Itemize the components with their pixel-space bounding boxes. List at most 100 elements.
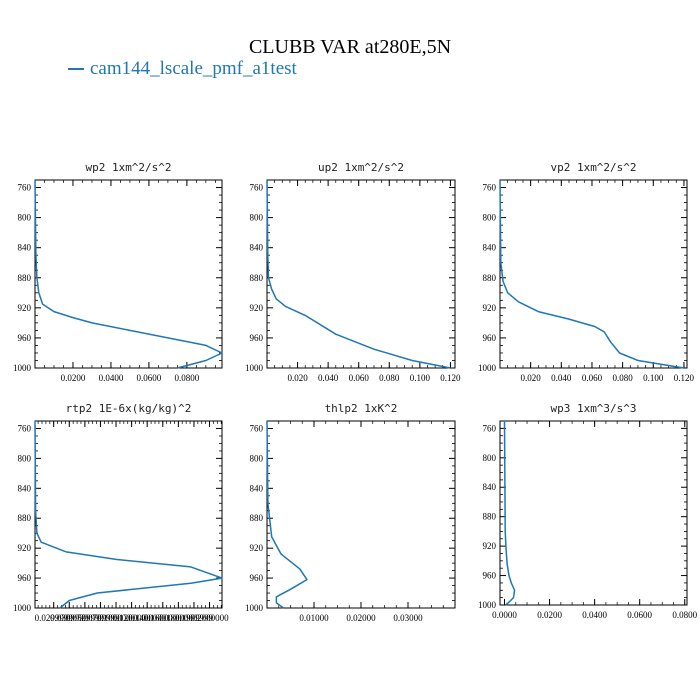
series-line bbox=[266, 420, 308, 609]
y-tick-label: 880 bbox=[250, 513, 264, 523]
subplot-title: thlp2 1xK^2 bbox=[325, 402, 398, 415]
x-tick-label: 0.020 bbox=[521, 373, 542, 383]
y-tick-label: 760 bbox=[18, 183, 32, 193]
y-tick-label: 1000 bbox=[13, 363, 32, 373]
y-tick-label: 800 bbox=[250, 213, 264, 223]
y-tick-label: 760 bbox=[250, 423, 264, 433]
y-tick-label: 920 bbox=[250, 543, 264, 553]
subplot-3: vp2 1xm^2/s^2 760 800 840 880 920 960 1000 0.020… bbox=[478, 161, 695, 383]
x-tick-label: 0.060 bbox=[582, 373, 603, 383]
y-tick-label: 960 bbox=[483, 571, 497, 581]
plot-frame bbox=[34, 420, 223, 609]
plot-frame bbox=[34, 179, 223, 369]
x-tick-label: 0.040 bbox=[551, 373, 572, 383]
x-tick-label: 0.0200 bbox=[61, 373, 86, 383]
subplot-title: up2 1xm^2/s^2 bbox=[318, 161, 404, 174]
y-tick-label: 880 bbox=[483, 273, 497, 283]
y-tick-label: 800 bbox=[250, 453, 264, 463]
x-tick-label: 0.120 bbox=[674, 373, 695, 383]
y-tick-label: 840 bbox=[18, 483, 32, 493]
y-tick-label: 840 bbox=[250, 243, 264, 253]
y-tick-label: 840 bbox=[18, 243, 32, 253]
x-tick-label: 0.0600 bbox=[137, 373, 162, 383]
y-tick-label: 800 bbox=[18, 213, 32, 223]
y-tick-label: 960 bbox=[250, 333, 264, 343]
y-tick-label: 960 bbox=[18, 333, 32, 343]
series-line bbox=[34, 420, 223, 609]
x-tick-label: 0.100 bbox=[410, 373, 431, 383]
plot-frame bbox=[499, 420, 688, 606]
x-tick-label: 0.1600000 bbox=[144, 613, 183, 623]
y-tick-label: 800 bbox=[18, 453, 32, 463]
x-tick-label: 0.100 bbox=[643, 373, 664, 383]
y-tick-label: 960 bbox=[483, 333, 497, 343]
x-tick-label: 0.0399999 bbox=[50, 613, 89, 623]
y-tick-label: 880 bbox=[250, 273, 264, 283]
x-tick-label: 0.0800 bbox=[175, 373, 200, 383]
subplot-4: rtp2 1E-6x(kg/kg)^2 760 800 840 880 920 960 100… bbox=[13, 402, 229, 623]
y-tick-label: 760 bbox=[483, 183, 497, 193]
x-tick-label: 0.02000 bbox=[346, 613, 376, 623]
subplot-title: wp2 1xm^2/s^2 bbox=[85, 161, 171, 174]
x-tick-label: 0.1800000 bbox=[159, 613, 198, 623]
y-tick-label: 960 bbox=[250, 573, 264, 583]
subplot-6: wp3 1xm^3/s^3 760 800 840 880 920 960 10000.000… bbox=[478, 402, 698, 620]
x-tick-label: 0.0200 bbox=[537, 610, 562, 620]
x-tick-label: 0.01000 bbox=[299, 613, 329, 623]
y-tick-label: 1000 bbox=[245, 363, 264, 373]
y-tick-label: 920 bbox=[483, 541, 497, 551]
series-line bbox=[266, 179, 451, 369]
x-tick-label: 0.2000000 bbox=[190, 613, 229, 623]
x-tick-label: 0.080 bbox=[379, 373, 400, 383]
y-tick-label: 800 bbox=[483, 213, 497, 223]
x-tick-label: 0.060 bbox=[349, 373, 370, 383]
legend-label: cam144_lscale_pmf_a1test bbox=[90, 58, 297, 79]
y-tick-label: 1000 bbox=[245, 603, 264, 613]
plot-frame bbox=[266, 179, 456, 369]
x-tick-label: 0.1200000 bbox=[112, 613, 151, 623]
x-tick-label: 0.120 bbox=[440, 373, 461, 383]
subplot-1: wp2 1xm^2/s^2 760 800 840 880 920 960 1000 0.020… bbox=[13, 161, 223, 383]
legend-line-swatch bbox=[68, 67, 84, 70]
y-tick-label: 1000 bbox=[478, 363, 497, 373]
y-tick-label: 920 bbox=[483, 303, 497, 313]
x-tick-label: 0.0600 bbox=[627, 610, 652, 620]
x-tick-label: 0.0299999 bbox=[35, 613, 74, 623]
y-tick-label: 880 bbox=[483, 512, 497, 522]
subplot-title: rtp2 1E-6x(kg/kg)^2 bbox=[66, 402, 192, 415]
y-tick-label: 760 bbox=[483, 423, 497, 433]
y-tick-label: 880 bbox=[18, 273, 32, 283]
series-line bbox=[499, 179, 685, 369]
x-tick-label: 0.0800 bbox=[672, 610, 697, 620]
x-tick-label: 0.020 bbox=[287, 373, 308, 383]
x-tick-label: 0.0400 bbox=[582, 610, 607, 620]
x-tick-label: 0.03000 bbox=[393, 613, 423, 623]
plot-frame bbox=[499, 179, 688, 369]
x-tick-label: 0.040 bbox=[318, 373, 339, 383]
x-tick-label: 0.1000000 bbox=[97, 613, 136, 623]
y-tick-label: 760 bbox=[250, 183, 264, 193]
subplot-title: wp3 1xm^3/s^3 bbox=[550, 402, 636, 415]
y-tick-label: 760 bbox=[18, 423, 32, 433]
figure-title: CLUBB VAR at280E,5N bbox=[248, 36, 452, 58]
subplot-title: vp2 1xm^2/s^2 bbox=[550, 161, 636, 174]
x-tick-label: 0.0400 bbox=[99, 373, 124, 383]
series-line bbox=[503, 420, 516, 606]
x-tick-label: 0.0599999 bbox=[66, 613, 105, 623]
y-tick-label: 960 bbox=[18, 573, 32, 583]
x-tick-label: 0.080 bbox=[612, 373, 633, 383]
subplot-2: up2 1xm^2/s^2 760 800 840 880 920 960 1000 0.020… bbox=[245, 161, 461, 383]
y-tick-label: 1000 bbox=[13, 603, 32, 613]
x-tick-label: 0.0799999 bbox=[81, 613, 120, 623]
series-line bbox=[34, 179, 223, 369]
y-tick-label: 1000 bbox=[478, 600, 497, 610]
y-tick-label: 840 bbox=[483, 482, 497, 492]
x-tick-label: 0.1400000 bbox=[128, 613, 167, 623]
y-tick-label: 920 bbox=[250, 303, 264, 313]
legend: cam144_lscale_pmf_a1test bbox=[68, 58, 297, 80]
y-tick-label: 920 bbox=[18, 543, 32, 553]
x-tick-label: 0.1999999 bbox=[175, 613, 214, 623]
x-tick-label: 0.0000 bbox=[492, 610, 517, 620]
plot-frame bbox=[266, 420, 456, 609]
